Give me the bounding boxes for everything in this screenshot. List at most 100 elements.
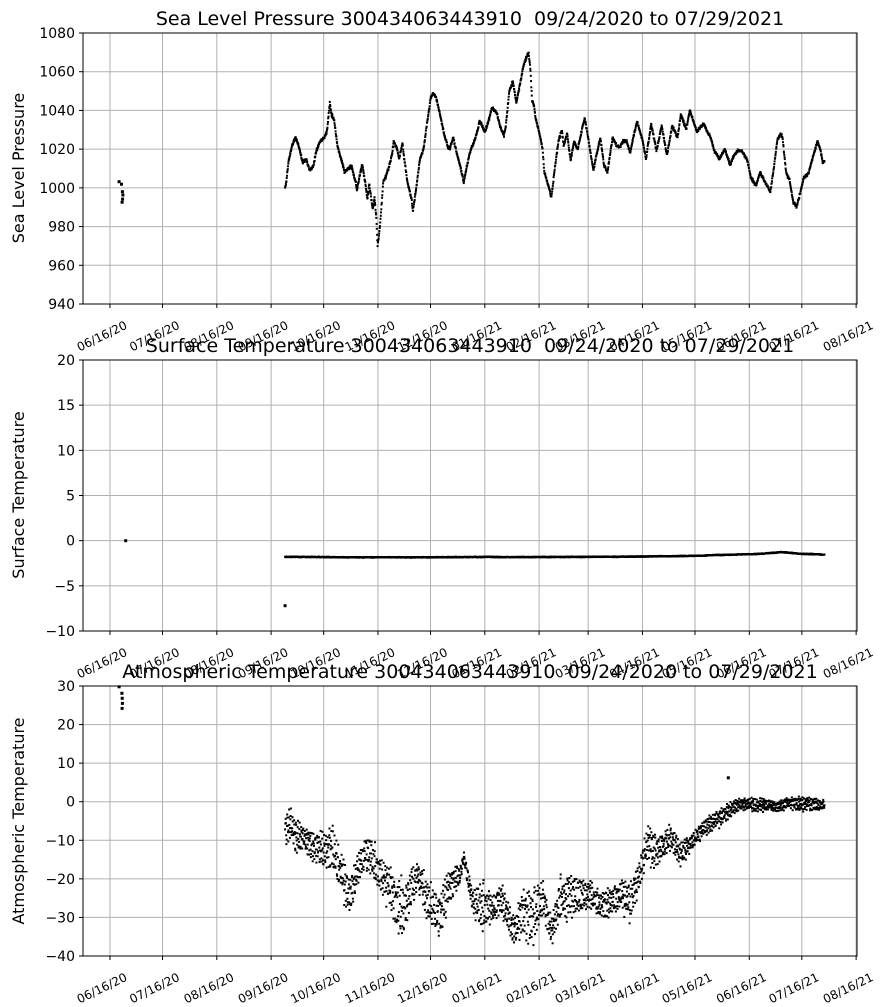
data-point xyxy=(341,160,343,162)
data-point xyxy=(568,147,570,149)
data-point xyxy=(293,824,295,826)
data-point xyxy=(413,878,415,880)
data-point xyxy=(370,861,372,863)
data-point xyxy=(507,107,509,109)
data-point xyxy=(375,212,377,214)
data-point xyxy=(808,171,810,173)
data-point xyxy=(342,864,344,866)
data-point xyxy=(287,168,289,170)
data-point xyxy=(402,145,404,147)
data-point xyxy=(580,134,582,136)
data-point xyxy=(332,825,334,827)
data-point xyxy=(360,852,362,854)
data-point xyxy=(597,148,599,150)
data-point xyxy=(336,853,338,855)
data-point xyxy=(336,875,338,877)
data-point xyxy=(439,901,441,903)
data-point xyxy=(332,854,334,856)
data-point xyxy=(436,923,438,925)
data-point xyxy=(378,232,380,234)
data-point xyxy=(425,881,427,883)
data-point xyxy=(364,850,366,852)
data-point xyxy=(399,903,401,905)
data-point xyxy=(470,898,472,900)
data-point xyxy=(410,882,412,884)
data-point xyxy=(561,132,563,134)
data-point xyxy=(386,867,388,869)
data-point xyxy=(284,604,287,607)
data-point xyxy=(490,110,492,112)
data-point xyxy=(334,124,336,126)
data-point xyxy=(406,919,408,921)
data-point xyxy=(438,935,440,937)
data-point xyxy=(771,182,773,184)
data-point xyxy=(342,877,344,879)
data-point xyxy=(710,137,712,139)
data-point xyxy=(361,863,363,865)
data-point xyxy=(668,144,670,146)
data-point xyxy=(748,167,750,169)
data-point xyxy=(630,150,632,152)
data-point xyxy=(686,123,688,125)
data-point xyxy=(459,880,461,882)
data-point xyxy=(798,197,800,199)
data-point xyxy=(410,901,412,903)
data-point xyxy=(539,136,541,138)
data-point xyxy=(419,894,421,896)
data-point xyxy=(288,829,290,831)
data-point xyxy=(414,193,416,195)
data-point xyxy=(589,150,591,152)
data-point xyxy=(368,856,370,858)
data-point xyxy=(503,136,505,138)
data-point xyxy=(367,193,369,195)
data-point xyxy=(292,816,294,818)
data-point xyxy=(350,888,352,890)
data-point xyxy=(423,869,425,871)
data-point xyxy=(327,121,329,123)
data-point xyxy=(386,172,388,174)
data-point xyxy=(498,120,500,122)
data-point xyxy=(384,865,386,867)
data-point xyxy=(386,890,388,892)
data-point xyxy=(345,892,347,894)
data-point xyxy=(362,165,364,167)
data-point xyxy=(121,201,124,204)
data-point xyxy=(552,183,554,185)
data-point xyxy=(356,855,358,857)
data-point xyxy=(426,126,428,128)
data-point xyxy=(386,873,388,875)
data-point xyxy=(286,175,288,177)
data-point xyxy=(725,151,727,153)
data-point xyxy=(359,870,361,872)
data-point xyxy=(343,880,345,882)
data-point xyxy=(284,828,286,830)
data-point xyxy=(323,863,325,865)
data-point xyxy=(601,150,603,152)
data-point xyxy=(411,871,413,873)
data-point xyxy=(408,912,410,914)
data-point xyxy=(445,886,447,888)
data-point xyxy=(422,152,424,154)
data-point xyxy=(444,135,446,137)
data-point xyxy=(285,180,287,182)
data-point xyxy=(374,200,376,202)
data-point xyxy=(469,879,471,881)
data-point xyxy=(784,164,786,166)
data-point xyxy=(285,822,287,824)
data-point xyxy=(422,883,424,885)
data-point xyxy=(380,211,382,213)
data-point xyxy=(558,139,560,141)
data-point xyxy=(352,169,354,171)
data-point xyxy=(349,879,351,881)
data-point xyxy=(447,889,449,891)
data-point xyxy=(637,122,639,124)
data-point xyxy=(553,171,555,173)
data-point xyxy=(543,163,545,165)
data-point xyxy=(610,147,612,149)
data-point xyxy=(644,151,646,153)
data-point xyxy=(379,227,381,229)
data-point xyxy=(334,127,336,129)
data-point xyxy=(402,892,404,894)
data-point xyxy=(661,128,663,130)
data-point xyxy=(634,129,636,131)
